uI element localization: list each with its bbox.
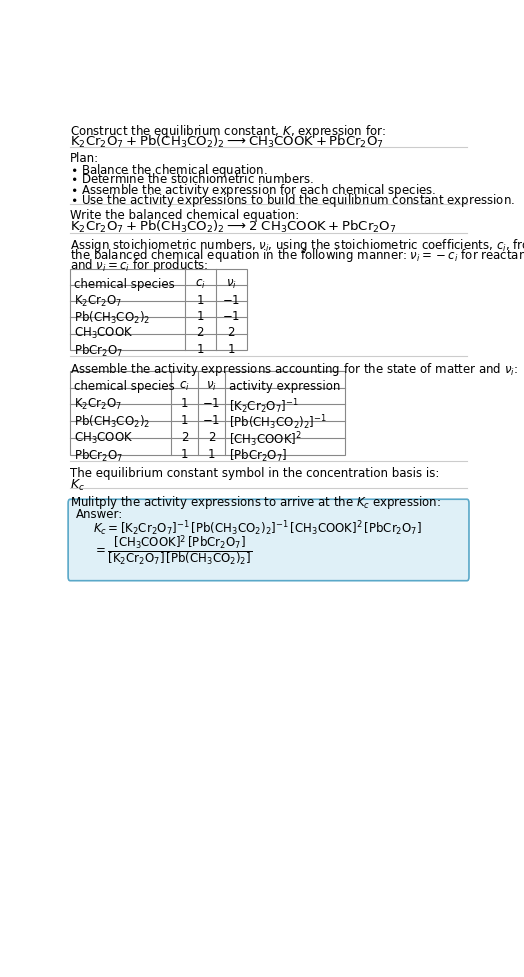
Text: Mulitply the activity expressions to arrive at the $K_c$ expression:: Mulitply the activity expressions to arr… — [70, 493, 441, 511]
Text: $-1$: $-1$ — [222, 310, 241, 323]
Text: $[\mathrm{K_2Cr_2O_7}]^{-1}$: $[\mathrm{K_2Cr_2O_7}]^{-1}$ — [229, 397, 299, 415]
Text: $\mathrm{CH_3COOK}$: $\mathrm{CH_3COOK}$ — [74, 431, 133, 446]
Text: $\mathrm{Pb(CH_3CO_2)_2}$: $\mathrm{Pb(CH_3CO_2)_2}$ — [74, 414, 150, 430]
Text: $\nu_i$: $\nu_i$ — [206, 380, 217, 393]
Text: 1: 1 — [196, 294, 204, 307]
Text: 1: 1 — [227, 343, 235, 356]
Text: 2: 2 — [208, 431, 215, 444]
Text: $\bullet$ Balance the chemical equation.: $\bullet$ Balance the chemical equation. — [70, 162, 268, 179]
Text: $\mathrm{Pb(CH_3CO_2)_2}$: $\mathrm{Pb(CH_3CO_2)_2}$ — [74, 310, 150, 326]
Text: The equilibrium constant symbol in the concentration basis is:: The equilibrium constant symbol in the c… — [70, 467, 440, 480]
Text: $K_c = [\mathrm{K_2Cr_2O_7}]^{-1}\,[\mathrm{Pb(CH_3CO_2)_2}]^{-1}\,[\mathrm{CH_3: $K_c = [\mathrm{K_2Cr_2O_7}]^{-1}\,[\mat… — [93, 519, 422, 538]
Text: $\bullet$ Use the activity expressions to build the equilibrium constant express: $\bullet$ Use the activity expressions t… — [70, 191, 515, 209]
Text: $K_c$: $K_c$ — [70, 478, 85, 492]
Text: Write the balanced chemical equation:: Write the balanced chemical equation: — [70, 209, 299, 222]
Text: $[\mathrm{CH_3COOK}]^2$: $[\mathrm{CH_3COOK}]^2$ — [229, 431, 302, 449]
Text: 1: 1 — [181, 447, 188, 460]
Text: $\bullet$ Determine the stoichiometric numbers.: $\bullet$ Determine the stoichiometric n… — [70, 172, 314, 186]
Text: $\mathrm{K_2Cr_2O_7 + Pb(CH_3CO_2)_2 \longrightarrow CH_3COOK + PbCr_2O_7}$: $\mathrm{K_2Cr_2O_7 + Pb(CH_3CO_2)_2 \lo… — [70, 134, 384, 149]
Text: activity expression: activity expression — [229, 380, 341, 393]
Text: Plan:: Plan: — [70, 151, 99, 165]
Text: Answer:: Answer: — [77, 508, 124, 521]
Text: $c_i$: $c_i$ — [179, 380, 190, 393]
Text: 1: 1 — [208, 447, 215, 460]
Bar — [70, 370, 345, 455]
Text: $\mathrm{K_2Cr_2O_7}$: $\mathrm{K_2Cr_2O_7}$ — [74, 294, 122, 309]
Text: 2: 2 — [227, 326, 235, 339]
Text: chemical species: chemical species — [74, 277, 175, 291]
Text: $\bullet$ Assemble the activity expression for each chemical species.: $\bullet$ Assemble the activity expressi… — [70, 182, 436, 199]
Text: $c_i$: $c_i$ — [195, 277, 206, 291]
Text: $\mathrm{K_2Cr_2O_7 + Pb(CH_3CO_2)_2 \longrightarrow 2\ CH_3COOK + PbCr_2O_7}$: $\mathrm{K_2Cr_2O_7 + Pb(CH_3CO_2)_2 \lo… — [70, 219, 397, 235]
Text: $-1$: $-1$ — [222, 294, 241, 307]
Text: $\mathrm{PbCr_2O_7}$: $\mathrm{PbCr_2O_7}$ — [74, 343, 123, 359]
Text: $\nu_i$: $\nu_i$ — [226, 277, 237, 291]
Text: $-1$: $-1$ — [202, 414, 221, 427]
FancyBboxPatch shape — [68, 499, 469, 580]
Text: 2: 2 — [196, 326, 204, 339]
Text: 1: 1 — [181, 414, 188, 427]
Text: 1: 1 — [181, 397, 188, 409]
Text: and $\nu_i = c_i$ for products:: and $\nu_i = c_i$ for products: — [70, 257, 209, 275]
Text: Construct the equilibrium constant, $K$, expression for:: Construct the equilibrium constant, $K$,… — [70, 123, 386, 140]
Text: the balanced chemical equation in the following manner: $\nu_i = -c_i$ for react: the balanced chemical equation in the fo… — [70, 247, 524, 265]
Text: 1: 1 — [196, 310, 204, 323]
Bar — [70, 269, 247, 350]
Text: $= \dfrac{[\mathrm{CH_3COOK}]^2\,[\mathrm{PbCr_2O_7}]}{[\mathrm{K_2Cr_2O_7}]\,[\: $= \dfrac{[\mathrm{CH_3COOK}]^2\,[\mathr… — [93, 533, 253, 568]
Text: $[\mathrm{PbCr_2O_7}]$: $[\mathrm{PbCr_2O_7}]$ — [229, 447, 288, 464]
Text: $-1$: $-1$ — [202, 397, 221, 409]
Text: $[\mathrm{Pb(CH_3CO_2)_2}]^{-1}$: $[\mathrm{Pb(CH_3CO_2)_2}]^{-1}$ — [229, 414, 327, 433]
Text: Assemble the activity expressions accounting for the state of matter and $\nu_i$: Assemble the activity expressions accoun… — [70, 361, 518, 377]
Text: $\mathrm{CH_3COOK}$: $\mathrm{CH_3COOK}$ — [74, 326, 133, 341]
Text: chemical species: chemical species — [74, 380, 175, 393]
Text: $\mathrm{K_2Cr_2O_7}$: $\mathrm{K_2Cr_2O_7}$ — [74, 397, 122, 412]
Text: Assign stoichiometric numbers, $\nu_i$, using the stoichiometric coefficients, $: Assign stoichiometric numbers, $\nu_i$, … — [70, 237, 524, 254]
Text: $\mathrm{PbCr_2O_7}$: $\mathrm{PbCr_2O_7}$ — [74, 447, 123, 464]
Text: 2: 2 — [181, 431, 188, 444]
Text: 1: 1 — [196, 343, 204, 356]
